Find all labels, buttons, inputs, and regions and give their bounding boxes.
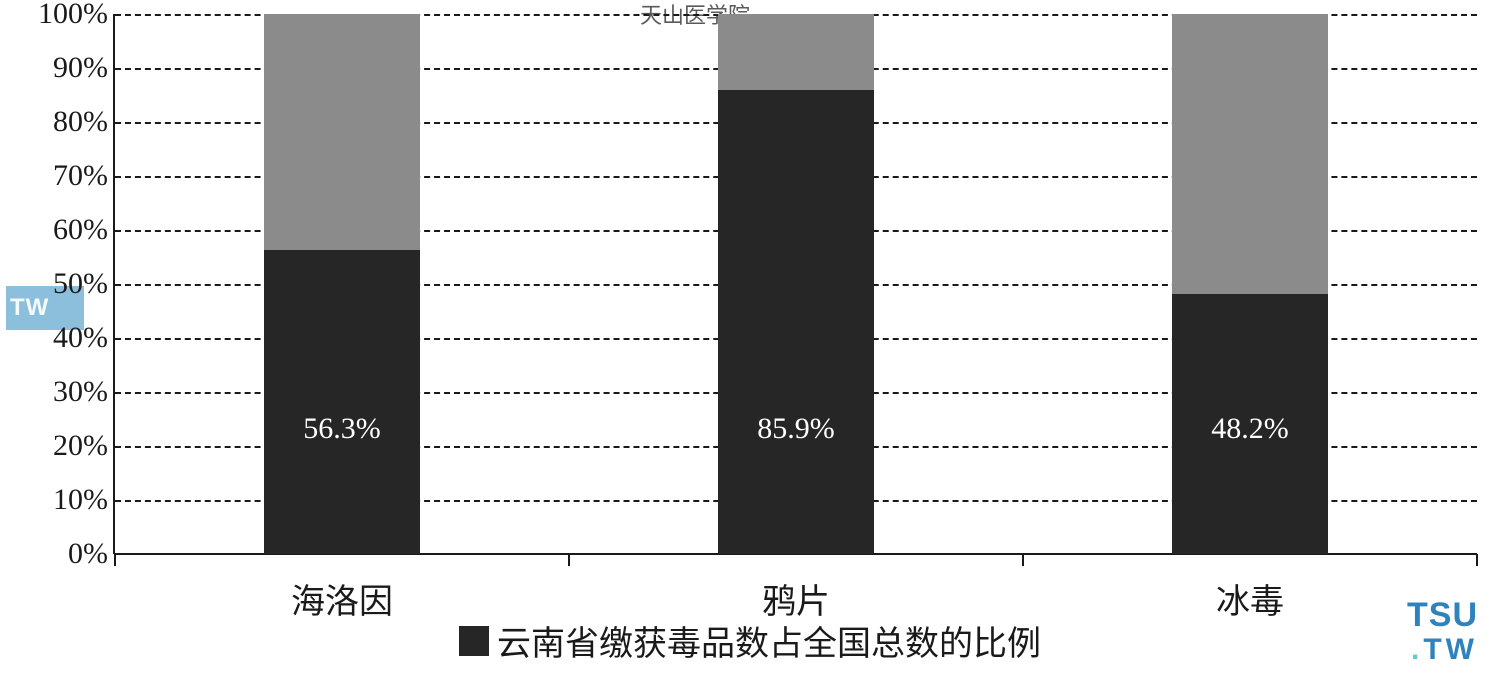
legend: 云南省缴获毒品数占全国总数的比例	[0, 616, 1500, 665]
watermark-right-badge: TSU .TW	[1407, 598, 1478, 665]
y-tick-label: 30%	[53, 375, 108, 409]
watermark-dot: .	[1411, 633, 1423, 666]
y-tick-label: 50%	[53, 267, 108, 301]
y-tick-label: 60%	[53, 213, 108, 247]
y-tick-label: 100%	[38, 0, 108, 31]
bar-segment-secondary	[1172, 14, 1328, 294]
x-tick	[1476, 554, 1478, 566]
y-tick-label: 40%	[53, 321, 108, 355]
x-category-label: 海洛因	[291, 574, 393, 623]
x-category-label: 鸦片	[762, 574, 830, 623]
bar-value-label: 85.9%	[718, 412, 874, 446]
bar-group: 48.2%	[1172, 14, 1328, 554]
y-tick-label: 90%	[53, 51, 108, 85]
watermark-right-line1: TSU	[1407, 598, 1478, 634]
bar-value-label: 56.3%	[264, 412, 420, 446]
bar-group: 56.3%	[264, 14, 420, 554]
bar-group: 85.9%	[718, 14, 874, 554]
y-tick-label: 20%	[53, 429, 108, 463]
y-tick-label: 10%	[53, 483, 108, 517]
y-tick-label: 80%	[53, 105, 108, 139]
watermark-left-text: TW	[10, 294, 49, 322]
chart-container: 天山医学院 TW 56.3%85.9%48.2% 云南省缴获毒品数占全国总数的比…	[0, 0, 1500, 689]
y-tick-label: 70%	[53, 159, 108, 193]
bar-segment-primary	[264, 250, 420, 554]
watermark-right-line2: .TW	[1407, 634, 1478, 666]
x-tick	[568, 554, 570, 566]
x-tick	[114, 554, 116, 566]
x-category-label: 冰毒	[1216, 574, 1284, 623]
bar-segment-secondary	[718, 14, 874, 90]
watermark-right-line2-rest: TW	[1423, 633, 1478, 666]
legend-swatch	[459, 626, 489, 656]
plot-area: 56.3% 85.9% 48.2%	[115, 14, 1477, 554]
bar-segment-primary	[718, 90, 874, 554]
legend-text: 云南省缴获毒品数占全国总数的比例	[497, 616, 1041, 665]
y-tick-label: 0%	[68, 537, 108, 571]
x-tick	[1022, 554, 1024, 566]
bar-value-label: 48.2%	[1172, 412, 1328, 446]
bar-segment-secondary	[264, 14, 420, 250]
